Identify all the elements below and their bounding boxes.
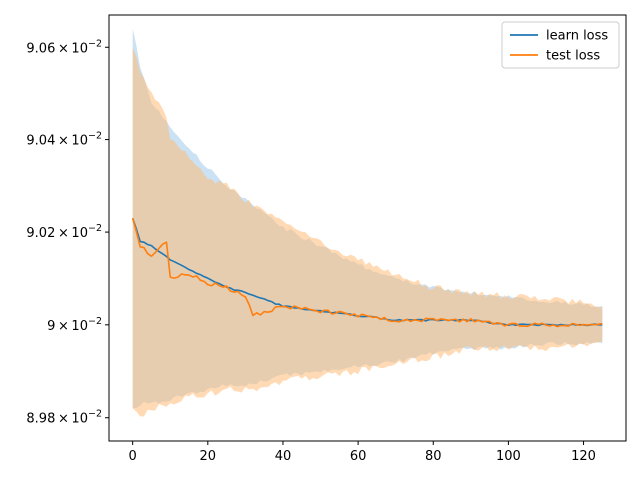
legend-label: test loss — [546, 49, 600, 64]
x-tick-label: 120 — [571, 449, 596, 464]
plot-frame — [108, 14, 627, 442]
x-tick-label: 20 — [200, 449, 217, 464]
x-tick-label: 60 — [350, 449, 367, 464]
x-axis: 0 20 40 60 80 100 120 — [129, 441, 596, 464]
x-tick-label: 80 — [425, 449, 442, 464]
legend: learn loss test loss — [501, 21, 620, 69]
y-tick-label: 9.06 × 10−2 — [26, 38, 102, 56]
y-tick-label: 8.98 × 10−2 — [26, 409, 102, 427]
line-test-loss — [131, 217, 603, 328]
band-test-loss — [132, 47, 603, 417]
y-tick-label: 9.04 × 10−2 — [26, 131, 102, 149]
x-tick-label: 0 — [129, 449, 137, 464]
x-tick-label: 100 — [496, 449, 521, 464]
y-tick-label: 9.02 × 10−2 — [26, 223, 102, 241]
loss-lines — [131, 217, 603, 328]
legend-box — [501, 21, 620, 69]
legend-label: learn loss — [546, 29, 608, 44]
y-axis: 8.98 × 10−2 9 × 10−2 9.02 × 10−2 9.04 × 10−… — [26, 38, 109, 427]
x-tick-label: 40 — [275, 449, 292, 464]
confidence-bands — [132, 28, 603, 417]
y-tick-label: 9 × 10−2 — [47, 316, 102, 334]
